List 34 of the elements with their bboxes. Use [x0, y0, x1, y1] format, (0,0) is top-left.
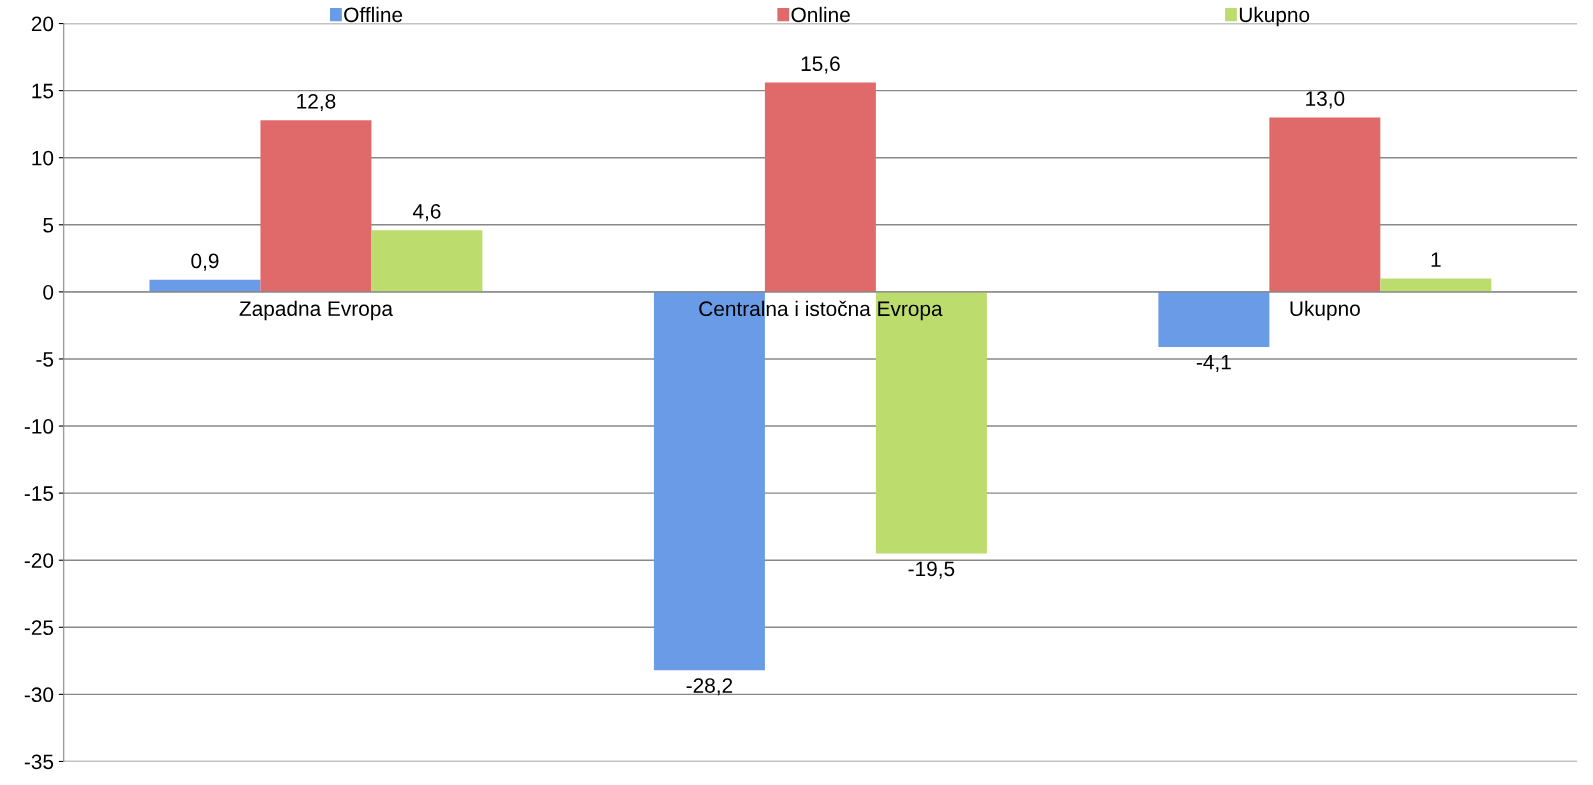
bar	[1269, 117, 1381, 292]
data-label: 12,8	[297, 93, 336, 112]
y-tick-label: 10	[32, 150, 54, 166]
y-tick-label: -30	[24, 687, 54, 703]
legend-label: Offline	[344, 6, 403, 23]
data-label: -4,1	[1196, 355, 1231, 373]
bar	[1158, 291, 1270, 347]
y-tick-label: 5	[43, 218, 54, 233]
x-tick-label: Zapadna Evropa	[239, 300, 393, 321]
x-tick-label: Ukupno	[1290, 300, 1360, 321]
data-label: -28,2	[686, 678, 733, 696]
y-tick-label: 0	[43, 284, 54, 300]
data-label: 4,6	[412, 203, 441, 222]
y-tick-label: -25	[24, 620, 54, 636]
legend-label: Online	[791, 6, 850, 23]
data-label: 13,0	[1306, 91, 1345, 109]
y-tick-label: -20	[24, 553, 54, 568]
bar	[260, 120, 372, 292]
y-tick-label: -35	[24, 754, 54, 770]
data-label: 15,6	[801, 56, 840, 74]
y-tick-label: 15	[32, 83, 54, 99]
y-tick-label: 20	[31, 16, 54, 32]
data-label: 1	[1431, 252, 1441, 267]
bar	[149, 279, 261, 292]
bar	[875, 291, 987, 554]
bar	[764, 82, 876, 292]
data-label: -19,5	[908, 561, 955, 579]
data-label: 0,9	[191, 253, 219, 271]
y-tick-label: -10	[24, 419, 54, 434]
bar	[371, 230, 483, 292]
y-tick-label: -15	[24, 486, 54, 501]
bar	[1380, 278, 1492, 292]
legend-label: Ukupno	[1239, 6, 1310, 27]
y-tick-label: -5	[36, 352, 54, 367]
